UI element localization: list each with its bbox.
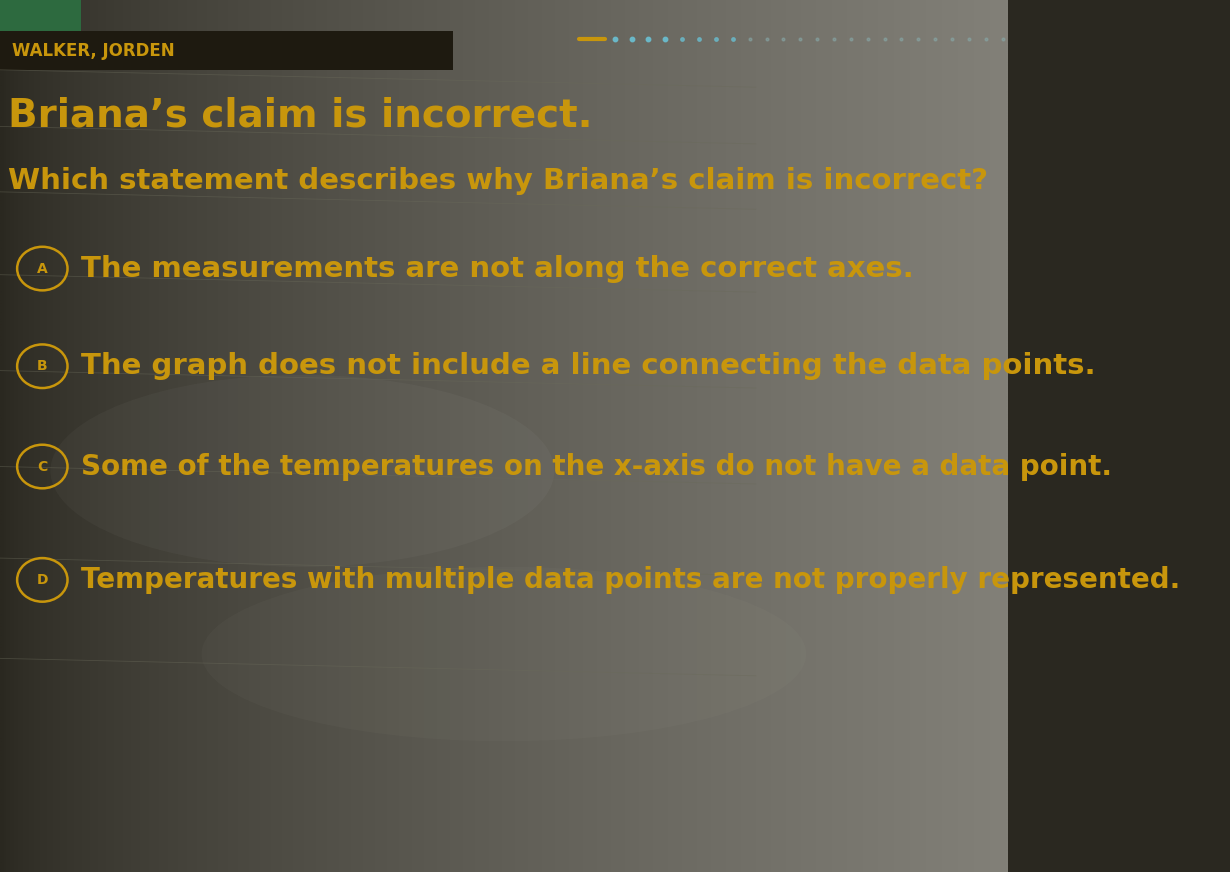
- Text: Temperatures with multiple data points are not properly represented.: Temperatures with multiple data points a…: [81, 566, 1180, 594]
- FancyBboxPatch shape: [0, 31, 454, 70]
- Text: D: D: [37, 573, 48, 587]
- Text: C: C: [37, 460, 48, 473]
- FancyBboxPatch shape: [0, 0, 81, 31]
- Text: Some of the temperatures on the x-axis do not have a data point.: Some of the temperatures on the x-axis d…: [81, 453, 1112, 480]
- Text: WALKER, JORDEN: WALKER, JORDEN: [12, 42, 175, 59]
- Text: Which statement describes why Briana’s claim is incorrect?: Which statement describes why Briana’s c…: [9, 167, 988, 194]
- Text: The measurements are not along the correct axes.: The measurements are not along the corre…: [81, 255, 914, 283]
- Text: A: A: [37, 262, 48, 276]
- Text: Briana’s claim is incorrect.: Briana’s claim is incorrect.: [9, 96, 593, 134]
- Text: The graph does not include a line connecting the data points.: The graph does not include a line connec…: [81, 352, 1095, 380]
- Text: B: B: [37, 359, 48, 373]
